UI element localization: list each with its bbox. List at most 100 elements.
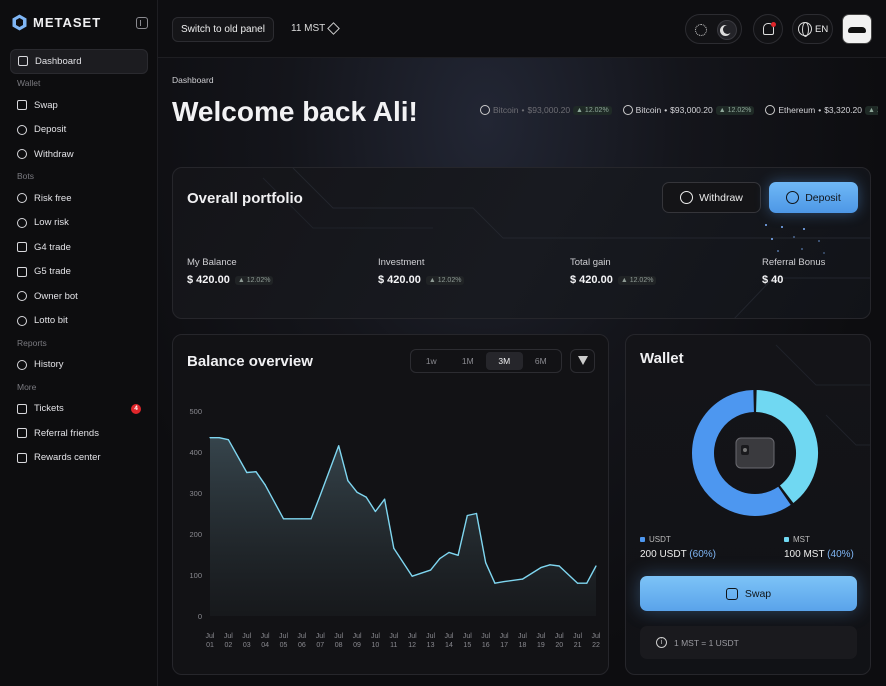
sidebar-item-swap[interactable]: Swap — [10, 93, 148, 118]
sidebar-item-tickets[interactable]: Tickets 4 — [10, 397, 148, 422]
g5-icon — [17, 266, 27, 277]
ticker-price: $93,000.20 — [670, 105, 713, 115]
globe-icon — [798, 22, 812, 37]
percent-icon — [17, 193, 27, 204]
sun-icon[interactable] — [695, 24, 707, 36]
x-tick-month: Jul — [481, 633, 490, 640]
sidebar-item-label: Risk free — [34, 192, 72, 204]
data-point — [255, 471, 257, 473]
bitcoin-icon — [480, 105, 490, 115]
y-tick-label: 300 — [189, 489, 202, 498]
nav-section-wallet: Wallet — [17, 78, 41, 89]
sidebar-item-withdraw[interactable]: Withdraw — [10, 142, 148, 167]
sidebar-item-rewards-center[interactable]: Rewards center — [10, 446, 148, 471]
stat-change-badge: ▲ 12.02% — [234, 275, 274, 285]
breadcrumb[interactable]: Dashboard — [172, 75, 214, 85]
sidebar-item-risk-free[interactable]: Risk free — [10, 186, 148, 211]
sidebar-item-label: History — [34, 359, 64, 371]
sidebar-item-label: G4 trade — [34, 241, 71, 253]
sidebar-item-label: Deposit — [34, 124, 67, 136]
data-point — [347, 480, 349, 482]
stat-label: My Balance — [187, 257, 237, 268]
main-content: Dashboard Welcome back Ali! Bitcoin • $93,… — [158, 58, 886, 686]
x-tick-month: Jul — [536, 633, 545, 640]
donut-slice-usdt — [692, 390, 791, 516]
data-point — [475, 512, 478, 515]
data-point — [338, 445, 340, 447]
stat-my-balance: My Balance $ 420.00 ▲ 12.02% — [187, 257, 274, 286]
sidebar-item-history[interactable]: History — [10, 353, 148, 378]
ticker-item-ethereum: Ethereum•$3,320.20▲ 12.02% — [765, 105, 878, 115]
ticker-name: Bitcoin — [635, 105, 662, 115]
notifications-button[interactable] — [753, 14, 783, 44]
withdraw-icon — [17, 149, 27, 160]
data-point — [384, 498, 386, 500]
data-point — [264, 484, 266, 486]
range-6m[interactable]: 6M — [534, 356, 547, 366]
stat-change-badge: ▲ 12.02% — [617, 275, 657, 285]
exchange-rate-text: 1 MST = 1 USDT — [674, 637, 739, 648]
coin-icon — [17, 315, 27, 326]
sidebar-item-label: Swap — [34, 99, 58, 111]
x-tick-month: Jul — [592, 633, 601, 640]
deposit-label: Deposit — [805, 191, 841, 204]
balance-chart: 0 100 200 300 400 500 Jul 01 Jul 02 Jul 03 Jul 04 Jul 0… — [189, 407, 601, 649]
ticker-price: $93,000.20 — [527, 105, 571, 115]
stat-investment: Investment $ 420.00 ▲ 12.02% — [378, 257, 465, 286]
x-tick-day: 14 — [445, 642, 453, 649]
filter-icon[interactable] — [570, 349, 595, 373]
y-tick-label: 0 — [198, 612, 202, 621]
x-tick-month: Jul — [389, 633, 398, 640]
sidebar-item-referral-friends[interactable]: Referral friends — [10, 421, 148, 446]
area-fill — [210, 437, 596, 616]
sidebar-item-owner-bot[interactable]: Owner bot — [10, 284, 148, 309]
legend-swatch — [784, 537, 789, 542]
x-tick-day: 09 — [353, 642, 361, 649]
data-point — [595, 565, 597, 567]
bitcoin-icon — [622, 105, 633, 115]
x-tick-day: 19 — [537, 642, 545, 649]
data-point — [209, 437, 211, 439]
history-icon — [17, 359, 27, 370]
theme-toggle[interactable] — [685, 14, 742, 44]
x-tick-day: 16 — [482, 642, 490, 649]
price-ticker: Bitcoin • $93,000.20 ▲ 12.02% Bitcoin • $93,00… — [480, 105, 878, 121]
sidebar-item-label: Owner bot — [34, 290, 78, 302]
mst-balance[interactable]: 11 MST — [291, 22, 341, 35]
switch-old-panel-button[interactable]: Switch to old panel — [172, 17, 274, 42]
sidebar-item-low-risk[interactable]: Low risk — [10, 211, 148, 236]
sidebar-item-deposit[interactable]: Deposit — [10, 118, 148, 143]
language-selector[interactable]: EN — [792, 14, 833, 44]
wallet-card: Wallet USDT MST 200 USDT (60%) 100 MST (… — [625, 334, 871, 675]
sidebar-item-dashboard[interactable]: Dashboard — [10, 49, 148, 74]
range-1w[interactable]: 1w — [425, 356, 437, 366]
percent-icon — [17, 217, 27, 228]
sidebar-item-label: Low risk — [34, 217, 69, 229]
sidebar-item-lotto-bit[interactable]: Lotto bit — [10, 309, 148, 334]
g4-icon — [17, 242, 27, 253]
x-tick-month: Jul — [206, 633, 215, 640]
range-1m[interactable]: 1M — [461, 356, 474, 366]
x-tick-month: Jul — [500, 633, 509, 640]
data-point — [485, 562, 487, 564]
withdraw-button[interactable]: Withdraw — [662, 182, 761, 213]
x-tick-month: Jul — [573, 633, 582, 640]
stat-label: Total gain — [570, 257, 611, 268]
deposit-button[interactable]: Deposit — [769, 182, 858, 213]
user-avatar[interactable] — [842, 14, 872, 44]
data-point — [466, 514, 468, 517]
sidebar-item-label: Rewards center — [34, 452, 101, 464]
sidebar-item-g5-trade[interactable]: G5 trade — [10, 260, 148, 285]
stat-value: $ 420.00 — [187, 274, 230, 286]
sidebar-item-g4-trade[interactable]: G4 trade — [10, 235, 148, 260]
ticker-item-bitcoin: Bitcoin • $93,000.20 ▲ 12.02% — [480, 105, 612, 115]
swap-button[interactable]: Swap — [640, 576, 857, 611]
mst-balance-label: 11 MST — [291, 23, 326, 34]
collapse-sidebar-icon[interactable] — [136, 17, 148, 29]
moon-icon[interactable] — [717, 20, 737, 40]
ticker-change-badge: ▲ 12.02% — [865, 105, 878, 115]
logo[interactable]: METASET — [12, 14, 101, 31]
usdt-amount: 200 USDT (60%) — [640, 549, 716, 560]
range-3m[interactable]: 3M — [486, 352, 523, 370]
